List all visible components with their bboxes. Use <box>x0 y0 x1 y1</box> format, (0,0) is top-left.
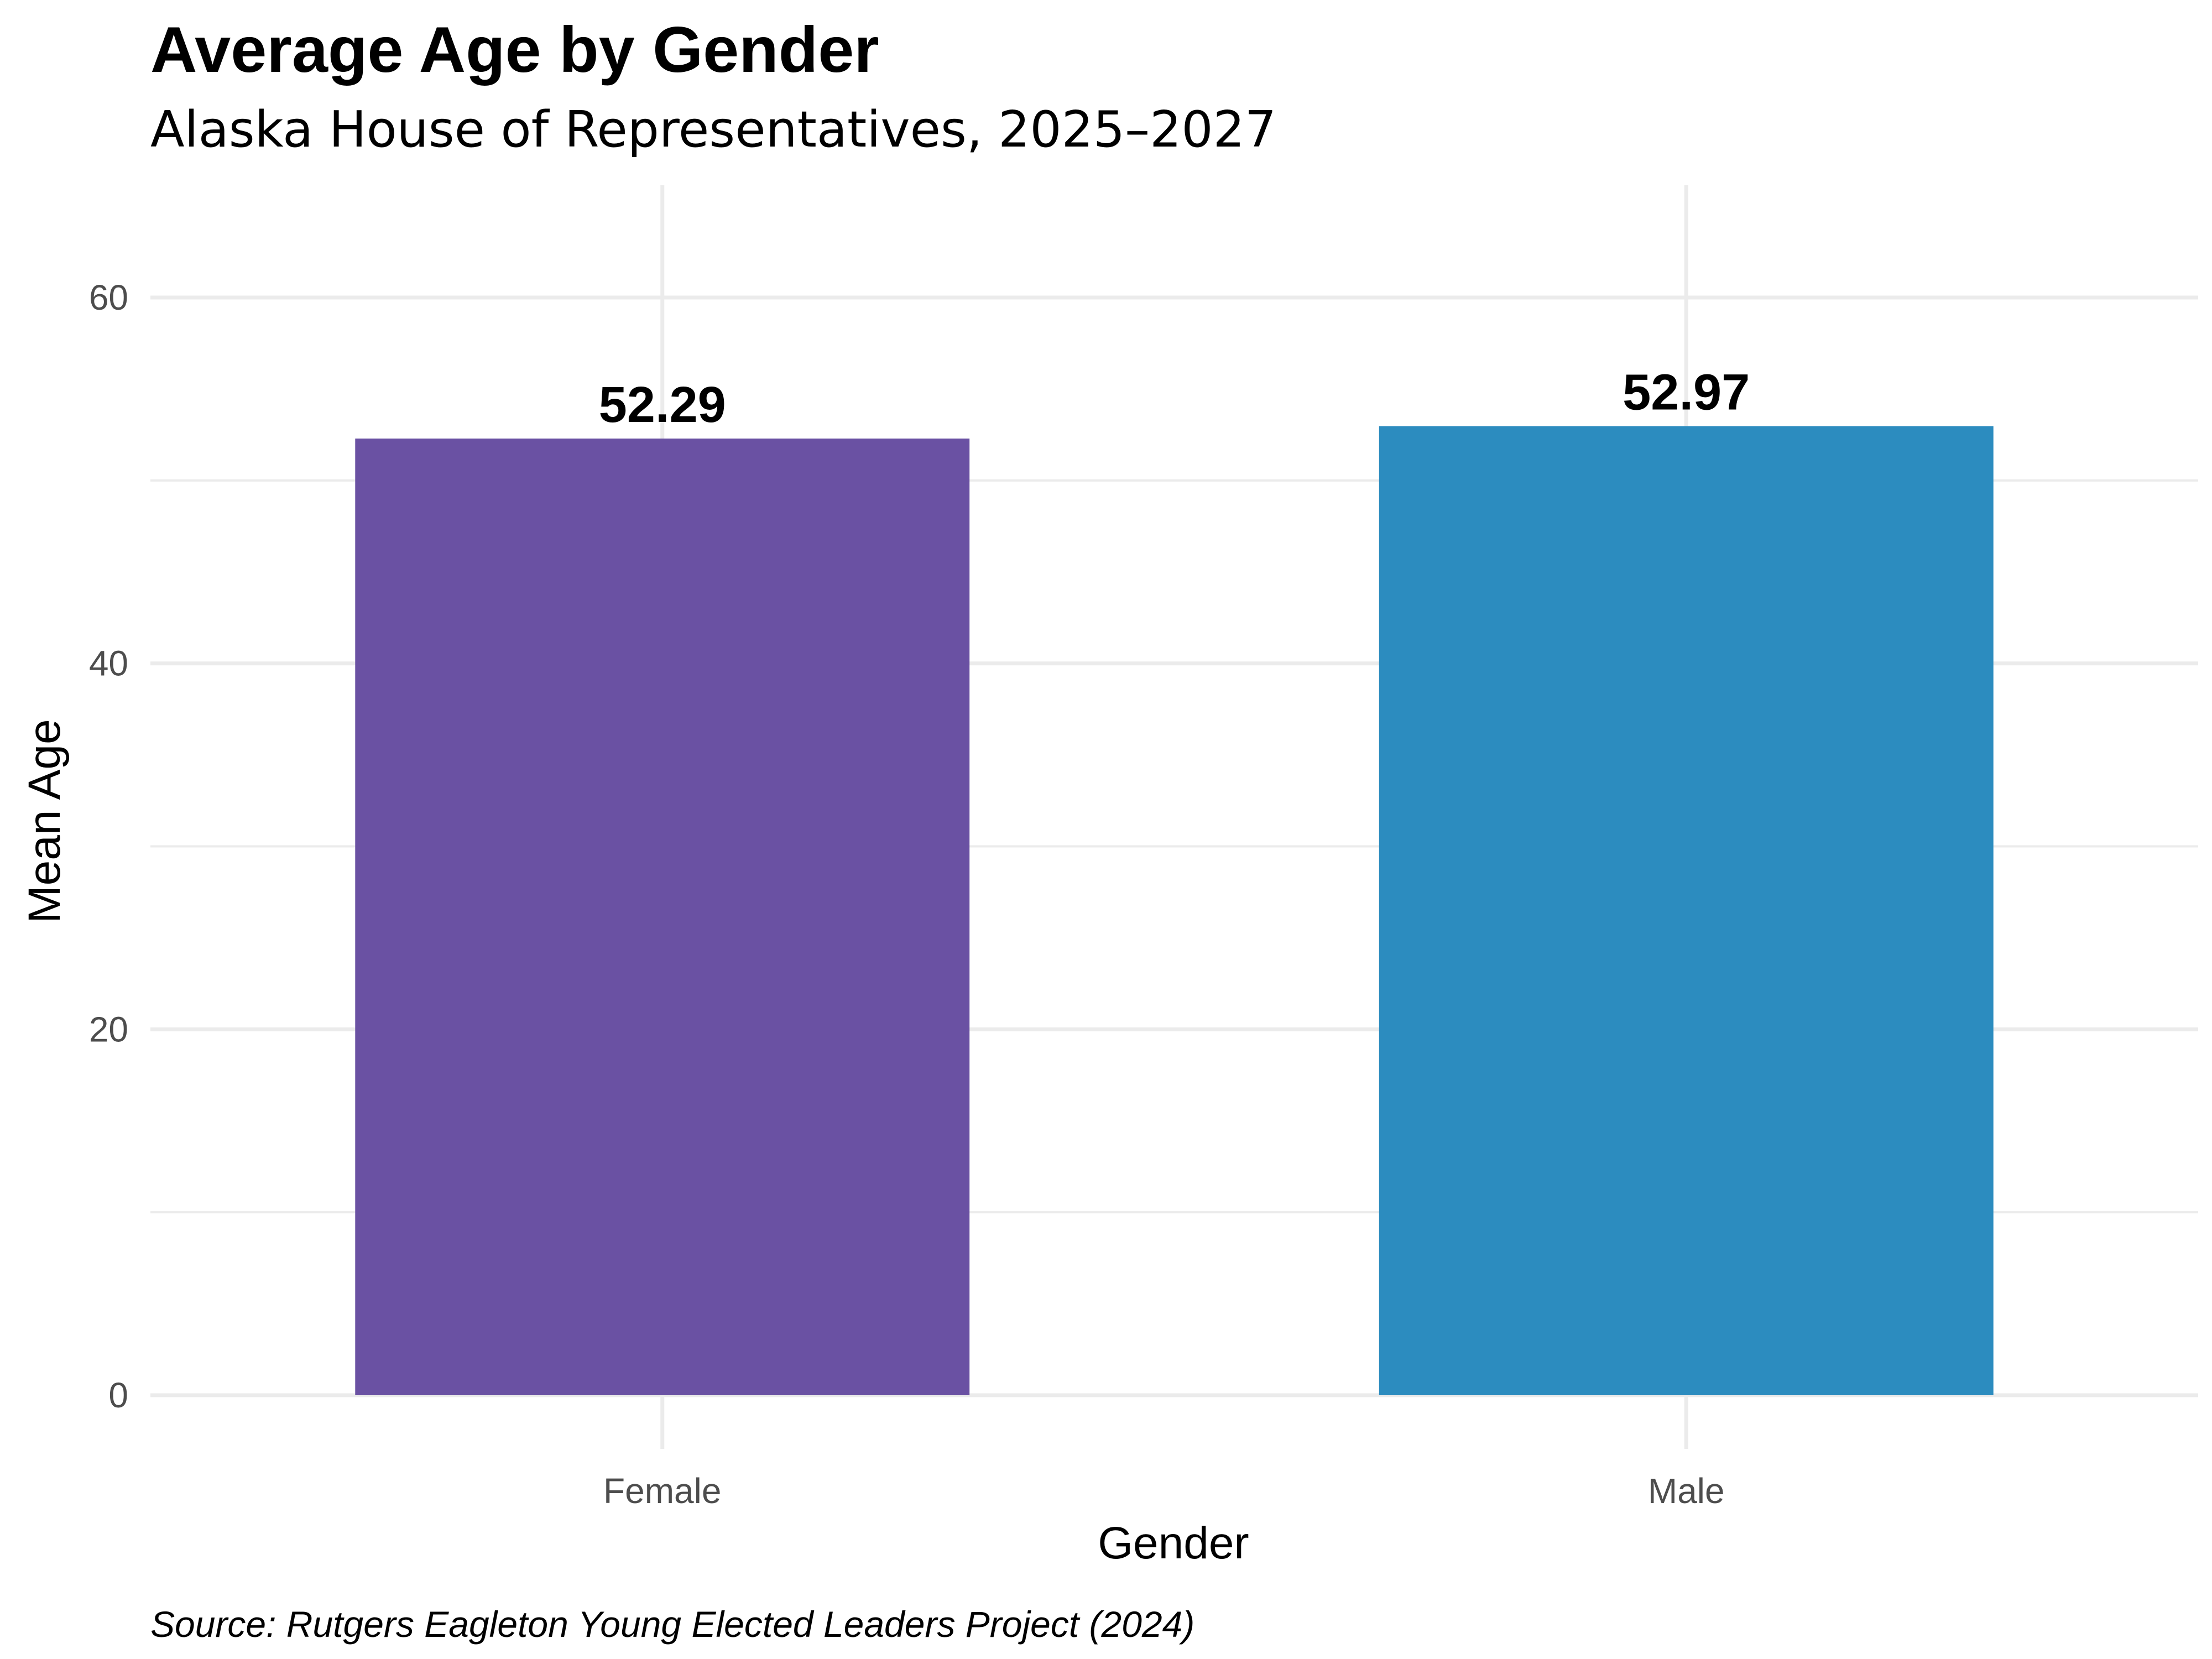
y-tick-label: 60 <box>89 278 128 317</box>
chart-subtitle: Alaska House of Representatives, 2025–20… <box>150 101 1276 159</box>
x-tick-label: Female <box>603 1471 721 1511</box>
bar-male <box>1379 426 1994 1395</box>
y-tick-label: 0 <box>108 1375 128 1415</box>
y-axis-ticks: 0 20 40 60 <box>89 278 128 1415</box>
chart-title: Average Age by Gender <box>150 13 879 86</box>
chart-caption: Source: Rutgers Eagleton Young Elected L… <box>150 1604 1194 1645</box>
y-tick-label: 40 <box>89 644 128 684</box>
y-tick-label: 20 <box>89 1009 128 1049</box>
bar-female <box>355 439 970 1395</box>
x-axis-ticks: Female Male <box>603 1471 1725 1511</box>
y-axis-title: Mean Age <box>19 719 70 923</box>
x-tick-label: Male <box>1648 1471 1725 1511</box>
bar-value-label: 52.29 <box>599 377 726 433</box>
bars <box>355 426 1994 1395</box>
bar-value-label: 52.97 <box>1623 364 1750 421</box>
x-axis-title: Gender <box>1098 1518 1249 1568</box>
bar-value-labels: 52.29 52.97 <box>599 364 1750 433</box>
